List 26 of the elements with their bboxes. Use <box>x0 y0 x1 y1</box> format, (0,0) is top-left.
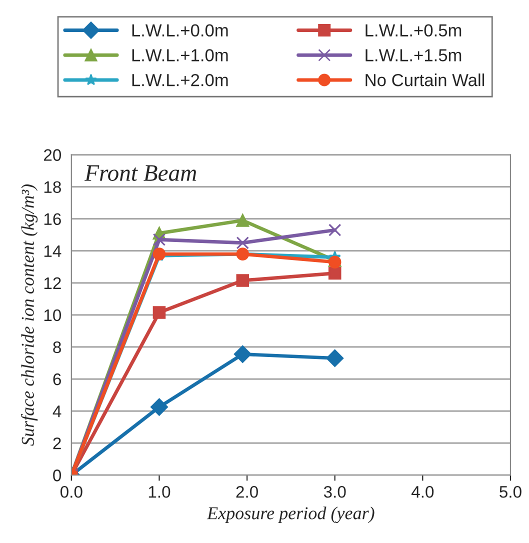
legend-label: L.W.L.+2.0m <box>132 74 228 86</box>
y-tick-label: 18 <box>44 181 61 193</box>
x-axis-title: Exposure period (year) <box>206 506 374 524</box>
y-tick-label: 14 <box>44 245 62 257</box>
x-tick-label: 3.0 <box>324 486 346 498</box>
y-axis-title: Surface chloride ion content (kg/m³) <box>21 184 38 446</box>
x-tick-label: 4.0 <box>411 486 434 498</box>
legend-label: L.W.L.+1.5m <box>366 49 462 62</box>
y-tick-label: 12 <box>44 277 61 289</box>
y-tick-label: 4 <box>52 406 62 418</box>
legend-label: L.W.L.+0.0m <box>132 24 228 37</box>
y-tick-label: 8 <box>53 341 61 354</box>
y-tick-label: 0 <box>53 470 62 482</box>
y-tick-label: 10 <box>44 309 62 322</box>
legend-label: L.W.L.+0.5m <box>366 24 462 37</box>
x-tick-label: 0.0 <box>60 486 82 498</box>
x-tick-label: 5.0 <box>500 486 522 498</box>
legend-label: No Curtain Wall <box>366 74 484 86</box>
x-tick-label: 2.0 <box>236 486 258 498</box>
y-tick-label: 6 <box>53 373 61 386</box>
y-tick-label: 16 <box>44 213 61 226</box>
legend-label: L.W.L.+1.0m <box>132 49 228 62</box>
y-tick-label: 20 <box>44 149 62 161</box>
chart-title: Front Beam <box>84 165 196 181</box>
y-tick-label: 2 <box>53 437 61 450</box>
x-tick-label: 1.0 <box>148 486 170 498</box>
